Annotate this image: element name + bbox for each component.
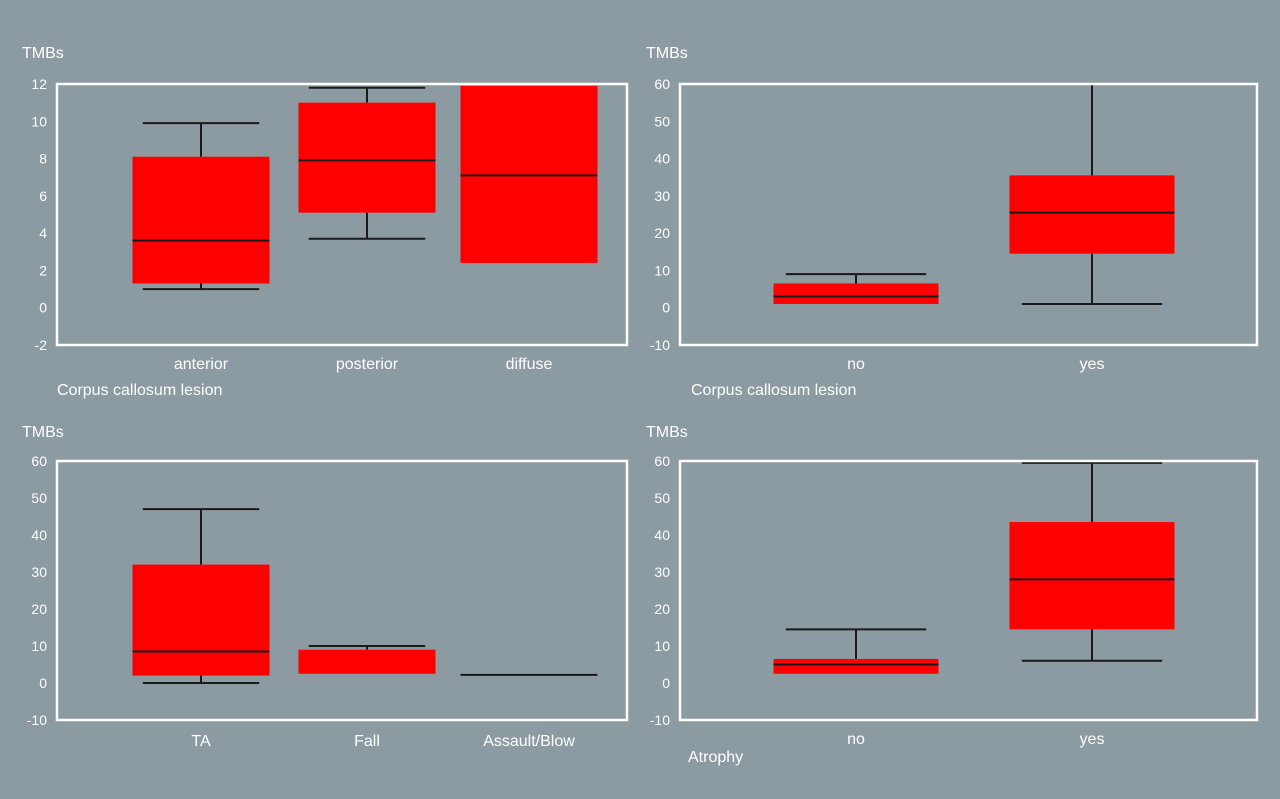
box-plots: [132, 508, 598, 684]
y-tick-labels: -10 0 10 20 30 40 50 60: [650, 453, 670, 728]
plot-frame: [55, 459, 629, 722]
y-tick-label: 8: [39, 151, 47, 167]
category-label: no: [847, 356, 865, 373]
y-tick-label: 10: [31, 638, 47, 654]
y-tick-label: 6: [39, 188, 47, 204]
box: [1009, 175, 1175, 254]
category-label: diffuse: [506, 356, 553, 373]
box: [1009, 522, 1175, 630]
category-labels: anterior posterior diffuse: [174, 356, 553, 373]
category-label: Fall: [354, 733, 380, 750]
box: [298, 649, 436, 674]
y-tick-label: 0: [39, 675, 47, 691]
y-tick-label: 20: [654, 601, 670, 617]
category-label: posterior: [336, 356, 399, 373]
y-tick-label: 0: [662, 300, 670, 316]
y-tick-label: 10: [654, 638, 670, 654]
y-tick-label: 60: [31, 453, 47, 469]
category-label: no: [847, 731, 865, 748]
y-tick-label: 20: [31, 601, 47, 617]
box: [132, 156, 270, 284]
y-tick-label: 50: [654, 113, 670, 129]
category-labels: TA Fall Assault/Blow: [191, 733, 575, 750]
plot-frame: [678, 82, 1259, 347]
plot-frame: [55, 82, 629, 347]
y-tick-label: -2: [35, 337, 48, 353]
y-tick-labels: -10 0 10 20 30 40 50 60: [27, 453, 47, 728]
panel-2: TMBs -10 0 10 20 30 40 50 60 no yes Corpus callo…: [646, 45, 1259, 399]
box: [773, 658, 939, 674]
box-plots: [773, 83, 1175, 305]
y-tick-label: 50: [31, 490, 47, 506]
y-tick-label: 30: [31, 564, 47, 580]
x-axis-label: Corpus callosum lesion: [691, 382, 856, 399]
y-tick-label: 12: [31, 76, 47, 92]
y-tick-labels: -10 0 10 20 30 40 50 60: [650, 76, 670, 353]
y-tick-label: 60: [654, 76, 670, 92]
y-tick-label: 4: [39, 225, 47, 241]
y-axis-label: TMBs: [646, 45, 688, 62]
category-labels: no yes: [847, 731, 1104, 748]
y-axis-label: TMBs: [22, 424, 64, 441]
panel-1: TMBs -2 0 2 4 6 8 10 12 anterior posterior diffus…: [22, 45, 629, 399]
y-tick-label: 30: [654, 188, 670, 204]
x-axis-label: Corpus callosum lesion: [57, 382, 222, 399]
y-axis-label: TMBs: [646, 424, 688, 441]
y-tick-label: 40: [654, 151, 670, 167]
box: [298, 102, 436, 213]
box: [132, 564, 270, 676]
y-tick-label: 2: [39, 262, 47, 278]
y-tick-label: 30: [654, 564, 670, 580]
category-label: Assault/Blow: [483, 733, 575, 750]
y-tick-label: 60: [654, 453, 670, 469]
panel-3: TMBs -10 0 10 20 30 40 50 60 TA Fall Assault/Blow: [22, 424, 629, 750]
y-tick-label: 0: [662, 675, 670, 691]
y-tick-label: 10: [31, 113, 47, 129]
y-tick-label: 50: [654, 490, 670, 506]
y-axis-label: TMBs: [22, 45, 64, 62]
y-tick-label: 10: [654, 262, 670, 278]
category-label: yes: [1080, 731, 1105, 748]
box-plots: [773, 461, 1175, 674]
x-axis-label: Atrophy: [688, 749, 743, 766]
y-tick-label: 40: [654, 527, 670, 543]
y-tick-label: 20: [654, 225, 670, 241]
y-tick-label: -10: [650, 337, 670, 353]
panel-4: TMBs -10 0 10 20 30 40 50 60 no yes Atrophy: [646, 424, 1259, 766]
category-labels: no yes: [847, 356, 1104, 373]
category-label: TA: [191, 733, 211, 750]
plot-frame: [678, 459, 1259, 722]
box-plots: [132, 85, 598, 291]
y-tick-label: -10: [650, 712, 670, 728]
y-tick-labels: -2 0 2 4 6 8 10 12: [31, 76, 47, 353]
y-tick-label: 40: [31, 527, 47, 543]
box: [773, 283, 939, 304]
category-label: yes: [1080, 356, 1105, 373]
category-label: anterior: [174, 356, 229, 373]
y-tick-label: -10: [27, 712, 47, 728]
y-tick-label: 0: [39, 300, 47, 316]
